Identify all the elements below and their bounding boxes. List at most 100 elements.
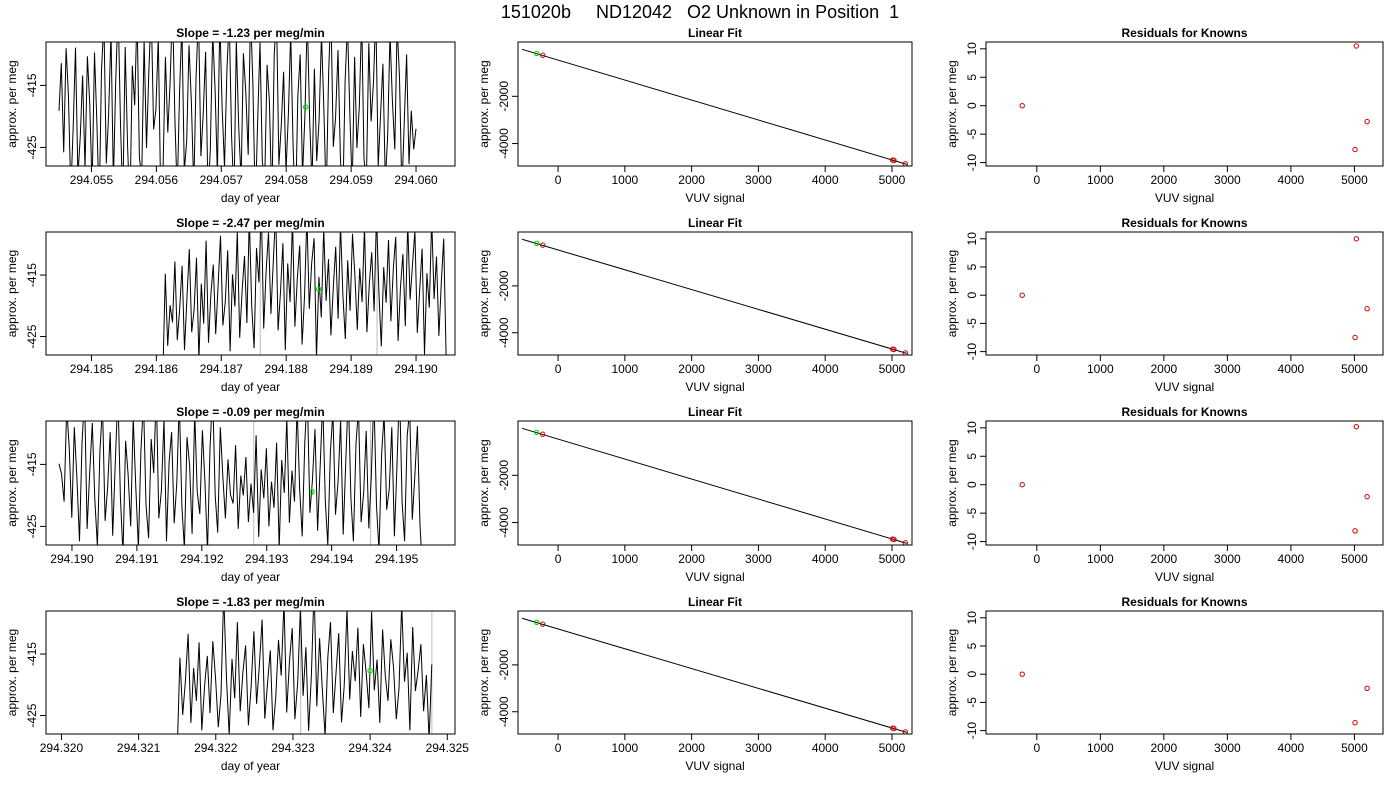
residual-point [1352, 334, 1358, 341]
x-axis-label: VUV signal [1155, 759, 1214, 773]
residual-point [1352, 146, 1358, 153]
plot-area [177, 611, 433, 734]
plot-area [162, 232, 447, 355]
y-axis-label: approx. per meg [945, 439, 959, 526]
y-tick-label: 5 [965, 263, 979, 270]
panel-residuals-3: Residuals for Knowns 0 1000 2000 3000 4000 500… [945, 595, 1384, 773]
plot-area [521, 48, 909, 166]
residual-point [1352, 720, 1358, 726]
panel-title: Residuals for Knowns [1121, 26, 1247, 40]
panel-timeseries-1: Slope = -2.47 per meg/min 294.185 294.186 2… [5, 216, 456, 394]
x-tick-label: 0 [1033, 552, 1040, 566]
fit-line [521, 48, 907, 165]
x-tick-label: 5000 [879, 552, 906, 566]
panel-title: Linear Fit [688, 595, 742, 609]
x-tick-label: 5000 [879, 741, 906, 755]
x-tick-label: 5000 [1341, 362, 1368, 376]
residual-point [1019, 482, 1025, 488]
known-point [902, 350, 909, 355]
x-axis-label: VUV signal [685, 191, 744, 205]
known-point [902, 540, 909, 545]
y-tick-label: 10 [965, 421, 979, 435]
residual-point [1353, 236, 1360, 242]
y-tick-label: -415 [25, 642, 39, 666]
residual-point [1019, 292, 1025, 298]
x-tick-label: 3000 [745, 741, 772, 755]
plot-area [521, 238, 909, 355]
y-tick-label: -2000 [497, 460, 511, 491]
panel-title: Slope = -1.83 per meg/min [176, 595, 324, 609]
unknown-point [533, 50, 540, 57]
y-tick-label: 10 [965, 611, 979, 625]
x-tick-label: 294.057 [200, 173, 244, 187]
x-tick-label: 2000 [1151, 741, 1178, 755]
x-tick-label: 0 [1033, 741, 1040, 755]
plot-area [1019, 423, 1370, 534]
x-tick-label: 294.186 [135, 362, 179, 376]
x-axis-label: VUV signal [685, 759, 744, 773]
x-tick-label: 294.321 [117, 741, 161, 755]
plot-area [521, 427, 909, 545]
unknown-point [302, 104, 309, 110]
unknown-point [533, 619, 540, 626]
x-tick-label: 294.322 [194, 741, 238, 755]
plot-frame [45, 231, 456, 356]
x-tick-label: 294.325 [426, 741, 470, 755]
y-axis-label: approx. per meg [477, 439, 491, 526]
x-tick-label: 0 [555, 741, 562, 755]
x-tick-label: 294.190 [50, 552, 94, 566]
y-tick-label: 5 [965, 74, 979, 81]
x-tick-label: 0 [555, 173, 562, 187]
x-tick-label: 2000 [678, 552, 705, 566]
panel-linear_fit-1: Linear Fit 0 1000 2000 3000 4000 5000 -2000 -400… [477, 216, 913, 394]
plot-area [1019, 236, 1370, 341]
panel-linear_fit-3: Linear Fit 0 1000 2000 3000 4000 5000 -2000 -400… [477, 595, 913, 773]
x-tick-label: 294.191 [115, 552, 159, 566]
x-tick-label: 1000 [611, 173, 638, 187]
x-tick-label: 1000 [1087, 552, 1114, 566]
plot-frame [517, 41, 913, 167]
x-tick-label: 1000 [1087, 173, 1114, 187]
x-tick-label: 4000 [1278, 173, 1305, 187]
y-axis-label: approx. per meg [477, 629, 491, 716]
x-tick-label: 5000 [1341, 552, 1368, 566]
panel-title: Residuals for Knowns [1121, 405, 1247, 419]
y-tick-label: -10 [965, 722, 979, 740]
x-tick-label: 294.189 [329, 362, 373, 376]
x-tick-label: 3000 [745, 362, 772, 376]
panel-residuals-2: Residuals for Knowns 0 1000 2000 3000 4000 500… [945, 405, 1384, 584]
x-tick-label: 294.058 [265, 173, 309, 187]
x-tick-label: 4000 [1278, 741, 1305, 755]
page-title: 151020b ND12042 O2 Unknown in Position 1 [500, 2, 900, 22]
x-axis-label: day of year [221, 570, 280, 584]
x-tick-label: 294.195 [375, 552, 419, 566]
known-point [540, 621, 546, 627]
x-tick-label: 3000 [1214, 741, 1241, 755]
x-tick-label: 4000 [1278, 552, 1305, 566]
x-tick-label: 294.187 [200, 362, 244, 376]
y-tick-label: -5 [965, 128, 979, 139]
y-tick-label: -2000 [497, 649, 511, 680]
plot-area [58, 421, 422, 545]
y-tick-label: 0 [965, 292, 979, 299]
plot-frame [517, 231, 913, 356]
panel-title: Residuals for Knowns [1121, 595, 1247, 609]
plot-area [521, 617, 909, 734]
residual-point [1364, 306, 1370, 312]
series-line [162, 232, 447, 355]
plot-frame [985, 420, 1384, 546]
x-tick-label: 294.324 [348, 741, 392, 755]
x-tick-label: 1000 [611, 552, 638, 566]
unknown-point [315, 286, 322, 292]
known-point [891, 536, 897, 543]
plot-frame [45, 41, 456, 167]
panel-timeseries-3: Slope = -1.83 per meg/min 294.320 294.321 2… [5, 595, 470, 773]
y-tick-label: 5 [965, 642, 979, 649]
x-tick-label: 2000 [1151, 362, 1178, 376]
x-tick-label: 5000 [879, 173, 906, 187]
plot-area [58, 42, 417, 166]
x-tick-label: 1000 [611, 741, 638, 755]
panel-title: Slope = -1.23 per meg/min [176, 26, 324, 40]
x-axis-label: day of year [221, 759, 280, 773]
y-axis-label: approx. per meg [5, 439, 19, 526]
